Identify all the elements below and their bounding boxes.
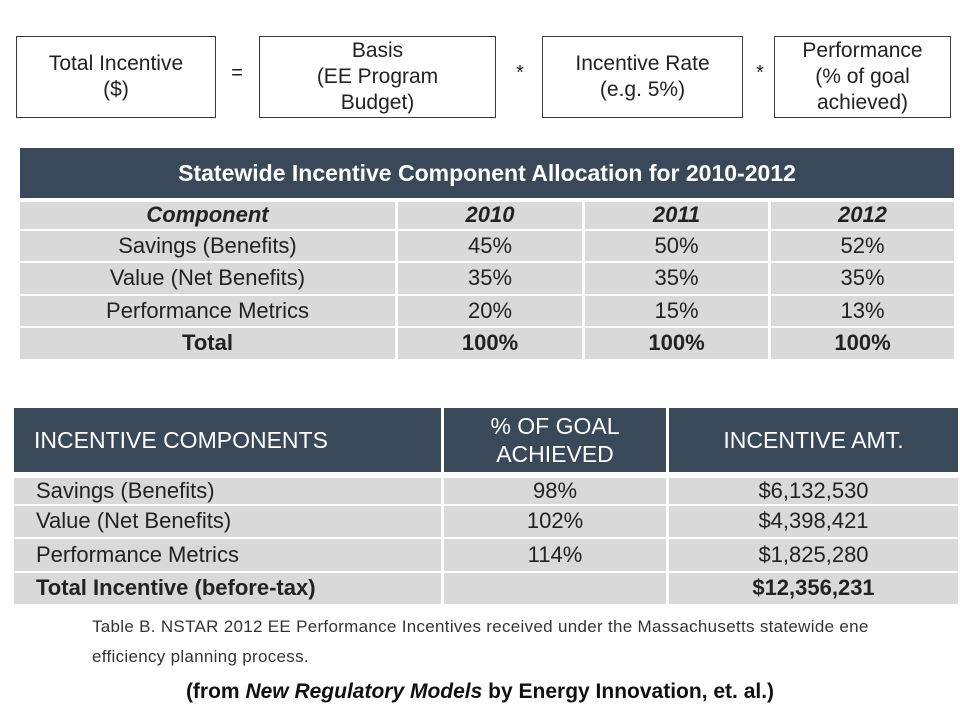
- formula-box3-line1: Incentive Rate: [575, 52, 710, 75]
- cell-value: 13%: [771, 295, 954, 328]
- header-goal-achieved-line2: ACHIEVED: [496, 441, 614, 467]
- row-label: Performance Metrics: [14, 539, 444, 573]
- cell-value: 50%: [585, 230, 771, 263]
- header-incentive-components: INCENTIVE COMPONENTS: [14, 408, 444, 472]
- formula-box4-line2: (% of goal: [815, 65, 910, 88]
- formula-box1-line2: ($): [103, 78, 129, 101]
- table-row: Value (Net Benefits) 102% $4,398,421: [14, 505, 958, 539]
- header-goal-achieved-line1: % OF GOAL: [490, 413, 620, 439]
- allocation-table-title: Statewide Incentive Component Allocation…: [20, 148, 954, 198]
- formula-box1-line1: Total Incentive: [48, 52, 184, 75]
- cell-value: 102%: [444, 505, 669, 539]
- formula-multiply-sign-1: *: [516, 62, 524, 84]
- header-incentive-amount: INCENTIVE AMT.: [669, 408, 958, 472]
- cell-value: $6,132,530: [669, 472, 958, 506]
- caption-line1: Table B. NSTAR 2012 EE Performance Incen…: [92, 617, 869, 636]
- header-goal-achieved: % OF GOAL ACHIEVED: [444, 408, 669, 472]
- incentive-table-header-row: INCENTIVE COMPONENTS % OF GOAL ACHIEVED …: [14, 408, 958, 472]
- allocation-table-header-row: Component 2010 2011 2012: [20, 198, 954, 231]
- row-label: Value (Net Benefits): [14, 505, 444, 539]
- total-label: Total Incentive (before-tax): [14, 572, 444, 606]
- cell-value: 52%: [771, 230, 954, 263]
- caption-line2: efficiency planning process.: [92, 647, 309, 666]
- total-value: $12,356,231: [669, 572, 958, 606]
- formula-performance-box: Performance (% of goal achieved): [774, 36, 951, 118]
- table-row: Savings (Benefits) 45% 50% 52%: [20, 230, 954, 263]
- table-row: Performance Metrics 114% $1,825,280: [14, 539, 958, 573]
- total-value: 100%: [585, 328, 771, 361]
- formula-basis-box: Basis (EE Program Budget): [259, 36, 496, 118]
- header-2010: 2010: [398, 198, 585, 231]
- formula-box4-line1: Performance: [802, 39, 923, 62]
- row-label: Savings (Benefits): [14, 472, 444, 506]
- formula-multiply-sign-2: *: [756, 62, 764, 84]
- cell-value: 35%: [771, 263, 954, 296]
- header-component: Component: [20, 198, 398, 231]
- cell-value: 15%: [585, 295, 771, 328]
- row-label: Savings (Benefits): [20, 230, 398, 263]
- table-total-row: Total Incentive (before-tax) $12,356,231: [14, 572, 958, 606]
- cell-value: 35%: [398, 263, 585, 296]
- formula-box2-line1: Basis: [351, 39, 404, 62]
- row-label: Value (Net Benefits): [20, 263, 398, 296]
- formula-total-incentive-box: Total Incentive ($): [16, 36, 216, 118]
- formula-equals-sign: =: [231, 62, 243, 84]
- table-total-row: Total 100% 100% 100%: [20, 328, 954, 361]
- header-2011: 2011: [585, 198, 771, 231]
- cell-value: 45%: [398, 230, 585, 263]
- table-caption: Table B. NSTAR 2012 EE Performance Incen…: [92, 612, 960, 672]
- table-row: Performance Metrics 20% 15% 13%: [20, 295, 954, 328]
- cell-value: 35%: [585, 263, 771, 296]
- table-row: Savings (Benefits) 98% $6,132,530: [14, 472, 958, 506]
- cell-value: 114%: [444, 539, 669, 573]
- allocation-table: Statewide Incentive Component Allocation…: [20, 148, 954, 361]
- cell-value: $4,398,421: [669, 505, 958, 539]
- source-prefix: (from: [185, 680, 246, 703]
- formula-box3-line2: (e.g. 5%): [599, 78, 686, 101]
- total-empty-cell: [444, 572, 669, 606]
- source-title: New Regulatory Models: [245, 680, 483, 703]
- formula-incentive-rate-box: Incentive Rate (e.g. 5%): [542, 36, 743, 118]
- incentive-table: INCENTIVE COMPONENTS % OF GOAL ACHIEVED …: [14, 408, 958, 606]
- total-value: 100%: [771, 328, 954, 361]
- source-suffix: by Energy Innovation, et. al.): [482, 680, 775, 703]
- total-value: 100%: [398, 328, 585, 361]
- formula-box4-line3: achieved): [816, 91, 909, 114]
- source-attribution: (from New Regulatory Models by Energy In…: [0, 680, 960, 704]
- cell-value: 98%: [444, 472, 669, 506]
- total-label: Total: [20, 328, 398, 361]
- cell-value: 20%: [398, 295, 585, 328]
- table-row: Value (Net Benefits) 35% 35% 35%: [20, 263, 954, 296]
- header-2012: 2012: [771, 198, 954, 231]
- cell-value: $1,825,280: [669, 539, 958, 573]
- formula-box2-line3: Budget): [340, 91, 415, 114]
- row-label: Performance Metrics: [20, 295, 398, 328]
- formula-box2-line2: (EE Program: [316, 65, 439, 88]
